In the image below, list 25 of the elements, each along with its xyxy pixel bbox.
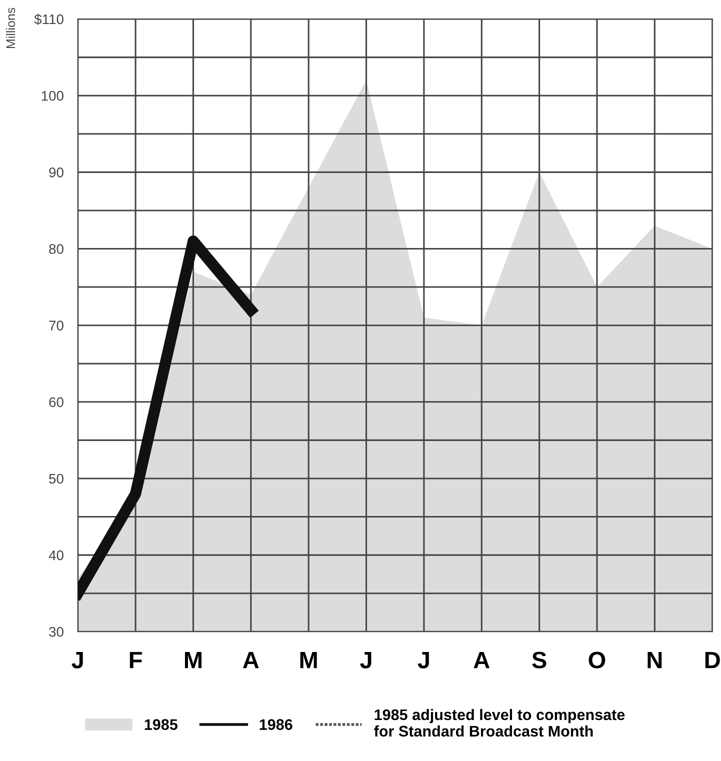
y-tick-label: 80	[49, 244, 64, 254]
y-tick-label: 30	[49, 626, 64, 637]
legend-label: 1985 adjusted level to compensate for Standard Broadcast Month	[374, 708, 625, 737]
y-tick-label: $110	[34, 14, 64, 26]
x-tick-label: O	[588, 652, 606, 668]
y-tick-label: 40	[48, 550, 64, 560]
y-tick-label: 70	[49, 320, 64, 330]
x-tick-label: M	[184, 652, 202, 668]
y-tick-label: 100	[42, 90, 64, 101]
y-tick-label: 90	[49, 168, 64, 178]
x-tick-label: A	[474, 652, 490, 668]
x-tick-label: N	[648, 652, 662, 668]
x-tick-label: A	[242, 652, 259, 668]
y-tick-label: 60	[49, 397, 64, 408]
legend-label: 1985	[144, 719, 178, 730]
legend-label: 1986	[260, 719, 292, 730]
x-tick-label: J	[360, 652, 372, 668]
x-tick-label: F	[130, 652, 142, 668]
y-tick-label: 50	[49, 474, 64, 484]
x-tick-label: J	[72, 652, 83, 668]
x-tick-label: S	[532, 652, 546, 668]
y-axis-title: Millions	[6, 8, 16, 48]
x-tick-label: D	[705, 652, 720, 668]
x-tick-label: M	[300, 652, 317, 668]
x-tick-label: J	[418, 652, 429, 668]
